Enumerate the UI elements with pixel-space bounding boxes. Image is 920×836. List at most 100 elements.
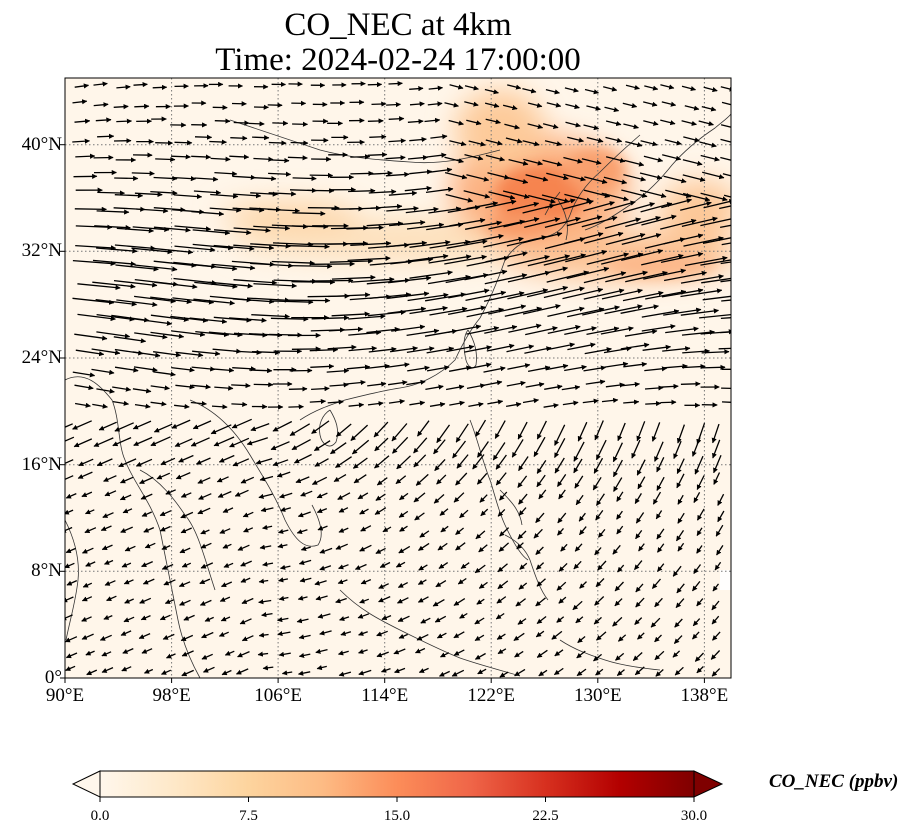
wind-vectors bbox=[65, 80, 731, 678]
wind-vector bbox=[682, 159, 703, 166]
wind-vector bbox=[114, 422, 134, 432]
wind-vector bbox=[407, 155, 429, 161]
wind-vector bbox=[494, 420, 506, 439]
wind-vector bbox=[144, 668, 154, 674]
wind-vector bbox=[123, 616, 135, 623]
wind-vector bbox=[261, 612, 273, 618]
wind-vector bbox=[453, 649, 465, 656]
wind-vector bbox=[586, 326, 620, 336]
wind-vector bbox=[660, 84, 675, 90]
wind-vector bbox=[464, 220, 503, 230]
wind-vector bbox=[73, 438, 93, 448]
wind-vector bbox=[640, 140, 658, 147]
wind-vector bbox=[368, 189, 397, 195]
wind-vector bbox=[65, 509, 74, 515]
wind-vector bbox=[556, 581, 567, 591]
wind-vector bbox=[367, 152, 388, 158]
wind-vector bbox=[420, 617, 431, 624]
wind-vector bbox=[136, 208, 169, 214]
wind-vector bbox=[485, 199, 517, 209]
wind-vector bbox=[94, 224, 131, 231]
wind-vector bbox=[243, 527, 254, 533]
wind-vector bbox=[386, 102, 402, 108]
wind-vector bbox=[366, 221, 404, 227]
wind-vector bbox=[140, 493, 153, 500]
wind-vector bbox=[198, 493, 212, 500]
wind-vector bbox=[123, 579, 134, 585]
wind-vector bbox=[713, 454, 722, 474]
wind-vector bbox=[436, 474, 447, 485]
wind-vector bbox=[250, 243, 291, 249]
wind-vector bbox=[91, 368, 115, 375]
wind-vector bbox=[197, 507, 211, 515]
wind-vector bbox=[272, 459, 289, 467]
wind-vector bbox=[641, 309, 680, 318]
wind-vector bbox=[575, 494, 584, 506]
wind-vector bbox=[340, 630, 352, 636]
wind-vector bbox=[503, 217, 540, 228]
wind-vector bbox=[519, 562, 528, 570]
wind-vector bbox=[691, 437, 701, 457]
wind-vector bbox=[241, 635, 254, 642]
wind-vector bbox=[155, 156, 176, 163]
wind-vector bbox=[368, 346, 397, 353]
wind-vector bbox=[660, 119, 676, 126]
wind-vector bbox=[232, 366, 256, 372]
wind-vector bbox=[262, 524, 273, 530]
wind-vector bbox=[614, 598, 623, 607]
wind-vector bbox=[381, 667, 391, 673]
wind-vector bbox=[233, 244, 275, 251]
wind-vector bbox=[682, 174, 706, 182]
wind-vector bbox=[701, 105, 717, 112]
wind-vector bbox=[133, 436, 153, 446]
wind-vector bbox=[651, 422, 661, 442]
wind-vector bbox=[328, 292, 371, 298]
wind-vector bbox=[253, 283, 298, 289]
wind-vector bbox=[397, 597, 409, 604]
wind-vector bbox=[429, 306, 468, 316]
wind-vector bbox=[65, 636, 78, 643]
wind-vector bbox=[547, 306, 585, 318]
wind-vector bbox=[488, 191, 516, 200]
wind-vector bbox=[485, 139, 503, 146]
wind-vector bbox=[446, 344, 475, 353]
wind-vector bbox=[527, 102, 543, 108]
wind-vector bbox=[635, 583, 644, 593]
wind-vector bbox=[455, 423, 469, 443]
wind-vector bbox=[288, 386, 308, 392]
wind-vector bbox=[115, 264, 159, 272]
wind-vector bbox=[209, 281, 253, 289]
wind-vector bbox=[316, 492, 328, 499]
wind-vector bbox=[367, 381, 387, 387]
wind-vector bbox=[414, 512, 425, 521]
wind-vector bbox=[432, 599, 445, 607]
wind-vector bbox=[119, 494, 132, 501]
wind-vector bbox=[339, 616, 350, 622]
wind-vector bbox=[179, 599, 191, 606]
wind-vector bbox=[720, 156, 731, 161]
y-tick-label: 32°N bbox=[21, 240, 62, 262]
wind-vector bbox=[560, 543, 568, 552]
wind-vector bbox=[395, 475, 407, 485]
wind-vector bbox=[623, 399, 640, 405]
wind-vector bbox=[84, 527, 97, 534]
wind-vector bbox=[499, 491, 508, 501]
wind-vector bbox=[100, 525, 112, 531]
wind-vector bbox=[65, 526, 73, 533]
wind-vector bbox=[413, 437, 428, 454]
wind-vector bbox=[159, 614, 171, 621]
wind-vector bbox=[429, 167, 453, 173]
wind-vector bbox=[387, 306, 427, 314]
wind-vector bbox=[484, 88, 499, 95]
wind-vector bbox=[558, 562, 568, 572]
wind-vector bbox=[181, 562, 192, 568]
wind-vector bbox=[617, 422, 626, 442]
wind-vector bbox=[644, 385, 664, 391]
wind-vector bbox=[219, 596, 231, 602]
wind-vector bbox=[480, 508, 489, 517]
wind-vector bbox=[460, 562, 470, 570]
wind-vector bbox=[104, 490, 117, 497]
wind-vector bbox=[720, 86, 731, 92]
wind-vector bbox=[357, 613, 370, 619]
wind-vector bbox=[517, 475, 528, 488]
